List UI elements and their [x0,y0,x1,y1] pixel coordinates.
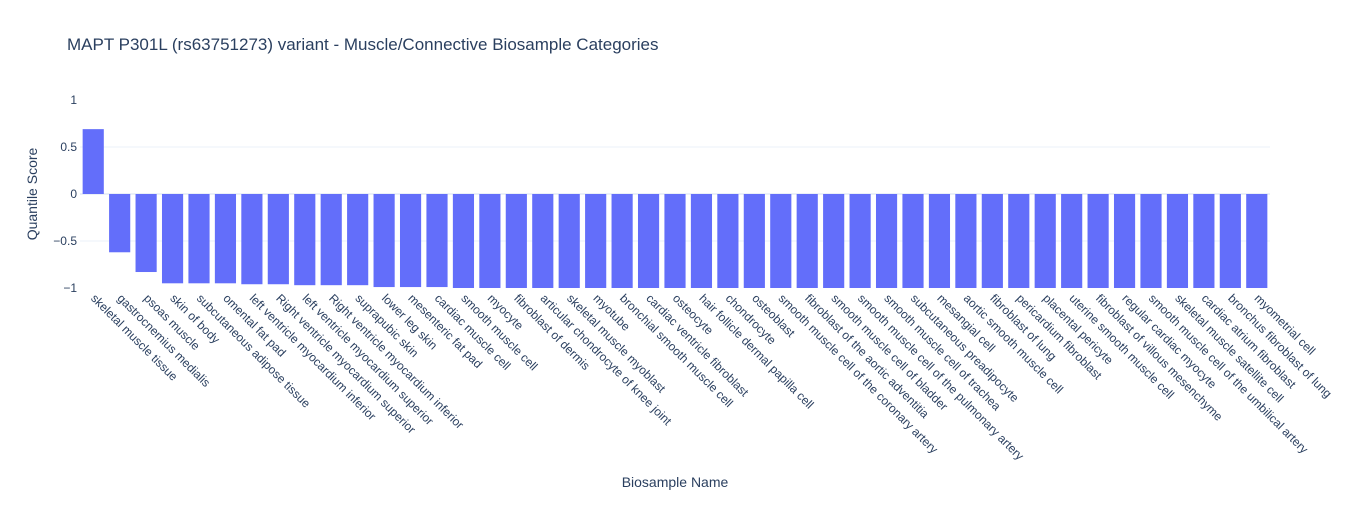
bar[interactable] [1087,194,1109,288]
bar[interactable] [823,194,845,288]
bar[interactable] [611,194,633,288]
bar[interactable] [981,194,1003,288]
bar[interactable] [399,194,422,288]
bar[interactable] [82,129,104,194]
bar[interactable] [1034,194,1056,288]
y-tick-label: 0 [70,187,77,201]
bar[interactable] [505,194,527,288]
bar[interactable] [875,194,898,288]
bar[interactable] [452,194,475,288]
bar[interactable] [558,194,580,288]
bar[interactable] [637,194,660,288]
bar[interactable] [1061,194,1083,288]
chart-title: MAPT P301L (rs63751273) variant - Muscle… [67,35,659,54]
bar[interactable] [135,194,157,273]
bar[interactable] [690,194,713,288]
bar[interactable] [1113,194,1136,288]
bars-layer [82,129,1268,288]
y-tick-label: −1 [63,281,77,295]
y-tick-label: 0.5 [60,140,77,154]
bar[interactable] [532,194,554,288]
bar[interactable] [1219,194,1241,288]
y-axis-title: Quantile Score [24,147,40,240]
bar[interactable] [373,194,395,288]
y-ticks: 1 0.5 0 −0.5 −1 [53,93,77,295]
bar[interactable] [585,194,607,288]
bar[interactable] [796,194,818,288]
bar[interactable] [770,194,792,288]
bar[interactable] [664,194,686,288]
bar[interactable] [1193,194,1215,288]
bar[interactable] [955,194,977,288]
bar[interactable] [479,194,501,288]
bar[interactable] [214,194,237,284]
bar[interactable] [902,194,924,288]
bar[interactable] [294,194,316,286]
bar[interactable] [1246,194,1268,288]
bar[interactable] [1008,194,1030,288]
bar[interactable] [426,194,448,288]
bar[interactable] [241,194,263,285]
bar[interactable] [109,194,131,253]
bar[interactable] [1166,194,1189,288]
bar[interactable] [743,194,765,288]
x-axis-title: Biosample Name [622,474,729,490]
bar[interactable] [320,194,342,286]
bar[interactable] [267,194,289,285]
bar[interactable] [161,194,184,284]
y-tick-label: 1 [70,93,77,107]
y-tick-label: −0.5 [53,234,77,248]
bar[interactable] [188,194,210,284]
bar[interactable] [1140,194,1162,288]
bar[interactable] [849,194,871,288]
bar[interactable] [347,194,369,286]
bar[interactable] [928,194,951,288]
bar[interactable] [717,194,739,288]
